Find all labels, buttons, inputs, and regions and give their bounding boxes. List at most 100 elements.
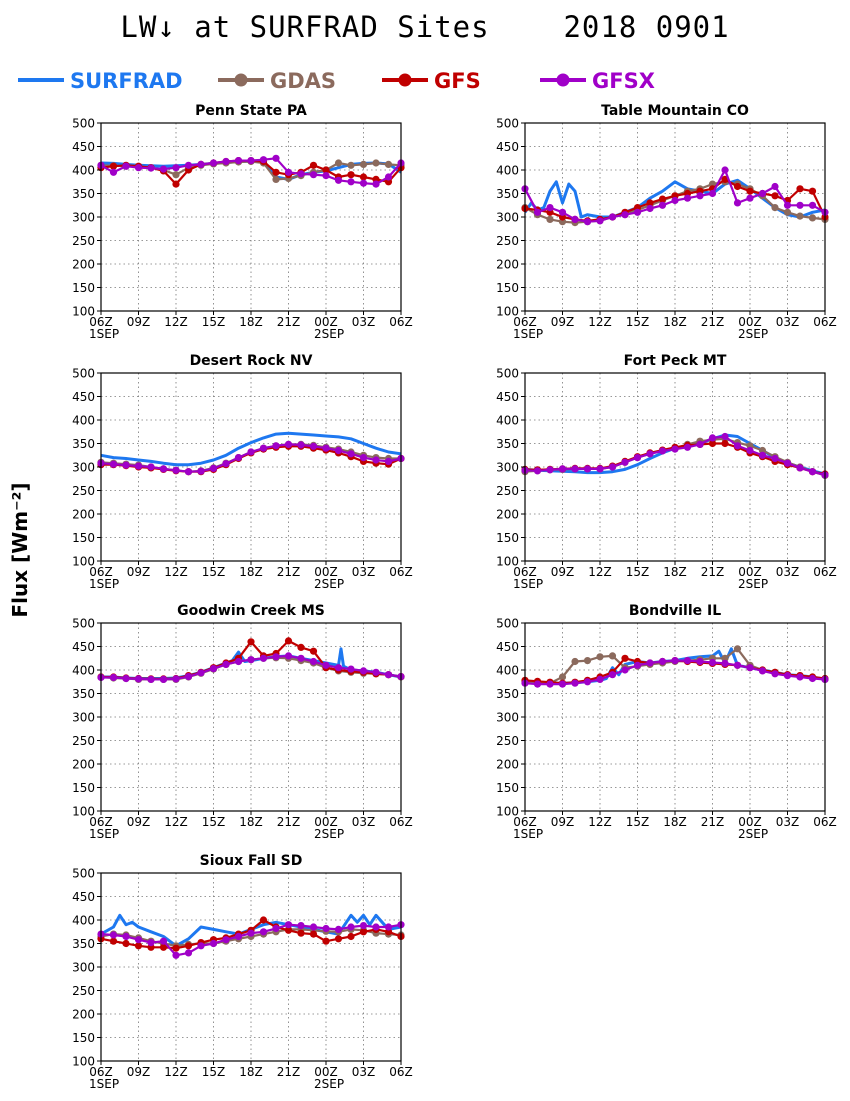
y-tick-label: 500 xyxy=(496,117,519,131)
data-point-gfsx xyxy=(721,166,729,174)
x-date-label: 1SEP xyxy=(89,327,119,341)
data-point-gfsx xyxy=(134,462,143,470)
data-point-gfsx xyxy=(533,680,542,688)
y-axis-label-text: Flux [Wm⁻²] xyxy=(8,482,32,618)
title-gap xyxy=(490,10,564,44)
data-point-gfsx xyxy=(733,199,742,207)
data-point-gfs xyxy=(172,180,180,188)
x-tick-label: 18Z xyxy=(239,815,263,829)
data-point-gfsx xyxy=(347,665,355,673)
y-axis: 100 150 200 250 300 350 400 450 500 xyxy=(72,867,101,1069)
x-tick-label: 03Z xyxy=(776,565,800,579)
data-point-gfsx xyxy=(272,442,280,450)
data-point-gfsx xyxy=(222,157,230,166)
data-point-gfsx xyxy=(109,673,118,682)
data-point-gfsx xyxy=(746,194,754,202)
x-tick-label: 18Z xyxy=(239,1065,263,1079)
data-point-gfsx xyxy=(272,924,280,933)
data-point-gfsx xyxy=(284,168,293,176)
x-tick-label: 06Z xyxy=(89,315,113,329)
data-point-gfsx xyxy=(172,164,180,172)
x-tick-label: 03Z xyxy=(352,815,376,829)
data-point-gfsx xyxy=(771,454,779,463)
data-point-gfsx xyxy=(733,442,742,450)
x-date-label: 2SEP xyxy=(314,577,344,591)
x-tick-label: 21Z xyxy=(701,565,725,579)
panel-goodwin-creek-ms: Goodwin Creek MS 100 150 200 250 300 350 400 450… xyxy=(72,603,413,841)
x-date-label: 2SEP xyxy=(738,327,768,341)
data-point-gfsx xyxy=(633,661,642,669)
series-surfrad xyxy=(523,178,826,219)
x-tick-label: 00Z xyxy=(314,815,338,829)
x-tick-label: 09Z xyxy=(127,315,151,329)
data-point-gfs xyxy=(309,161,318,169)
panel-title: Table Mountain CO xyxy=(601,103,749,119)
data-point-gfsx xyxy=(147,164,155,172)
grid xyxy=(101,123,401,311)
data-point-gfsx xyxy=(783,672,792,680)
data-point-gfsx xyxy=(222,936,230,944)
y-tick-label: 400 xyxy=(72,164,95,178)
legend-item-gfs: GFS xyxy=(382,69,481,93)
data-point-gdas xyxy=(558,673,567,681)
data-point-gdas xyxy=(334,159,343,167)
y-tick-label: 100 xyxy=(72,305,95,319)
data-point-gfsx xyxy=(384,923,393,931)
y-tick-label: 350 xyxy=(72,937,95,951)
data-point-gfsx xyxy=(671,196,679,205)
legend-marker-gdas xyxy=(234,73,248,87)
data-point-gfsx xyxy=(359,667,368,675)
x-tick-label: 06Z xyxy=(813,315,837,329)
y-tick-label: 500 xyxy=(496,367,519,381)
data-point-gfsx xyxy=(608,213,617,221)
data-point-gfsx xyxy=(359,922,368,930)
data-point-gfs xyxy=(259,916,268,924)
y-tick-label: 200 xyxy=(496,258,519,272)
y-tick-label: 350 xyxy=(72,687,95,701)
data-point-gfs xyxy=(733,182,742,191)
y-tick-label: 300 xyxy=(72,211,95,225)
data-point-gfsx xyxy=(247,448,255,456)
title-main: LW↓ at SURFRAD Sites xyxy=(120,10,490,44)
data-point-gfsx xyxy=(209,159,218,167)
series-group xyxy=(521,432,829,480)
y-tick-label: 200 xyxy=(496,758,519,772)
x-tick-label: 03Z xyxy=(352,315,376,329)
x-tick-label: 03Z xyxy=(776,815,800,829)
x-tick-label: 09Z xyxy=(127,815,151,829)
x-tick-label: 00Z xyxy=(314,315,338,329)
grid xyxy=(101,873,401,1061)
data-point-gfsx xyxy=(259,156,268,164)
x-tick-label: 21Z xyxy=(277,565,301,579)
data-point-gfs xyxy=(109,937,118,945)
data-point-gfs xyxy=(297,643,305,651)
data-point-gfsx xyxy=(721,659,729,667)
data-point-gfsx xyxy=(758,189,767,198)
data-point-gfsx xyxy=(796,673,804,681)
legend-item-gdas: GDAS xyxy=(218,69,336,93)
x-date-label: 2SEP xyxy=(738,577,768,591)
data-point-gfsx xyxy=(159,937,168,945)
y-axis: 100 150 200 250 300 350 400 450 500 xyxy=(496,617,525,819)
y-tick-label: 100 xyxy=(72,555,95,569)
x-tick-label: 15Z xyxy=(202,1065,226,1079)
x-tick-label: 06Z xyxy=(389,1065,413,1079)
data-point-gfsx xyxy=(384,671,393,679)
series-gfsx xyxy=(521,166,829,226)
x-tick-label: 15Z xyxy=(626,315,650,329)
y-tick-label: 100 xyxy=(72,1055,95,1069)
data-point-gfsx xyxy=(259,444,268,452)
data-point-gfs xyxy=(771,192,779,200)
y-tick-label: 300 xyxy=(72,461,95,475)
data-point-gfs xyxy=(284,926,293,934)
data-point-gfs xyxy=(334,935,343,943)
x-tick-label: 00Z xyxy=(738,815,762,829)
data-point-gfsx xyxy=(234,157,243,165)
title-date: 2018 0901 xyxy=(563,10,730,44)
data-point-gfsx xyxy=(184,468,193,476)
data-point-gfsx xyxy=(209,939,218,948)
grid xyxy=(525,373,825,561)
panel-sioux-fall-sd: Sioux Fall SD 100 150 200 250 300 350 400 450 500… xyxy=(72,853,413,1091)
